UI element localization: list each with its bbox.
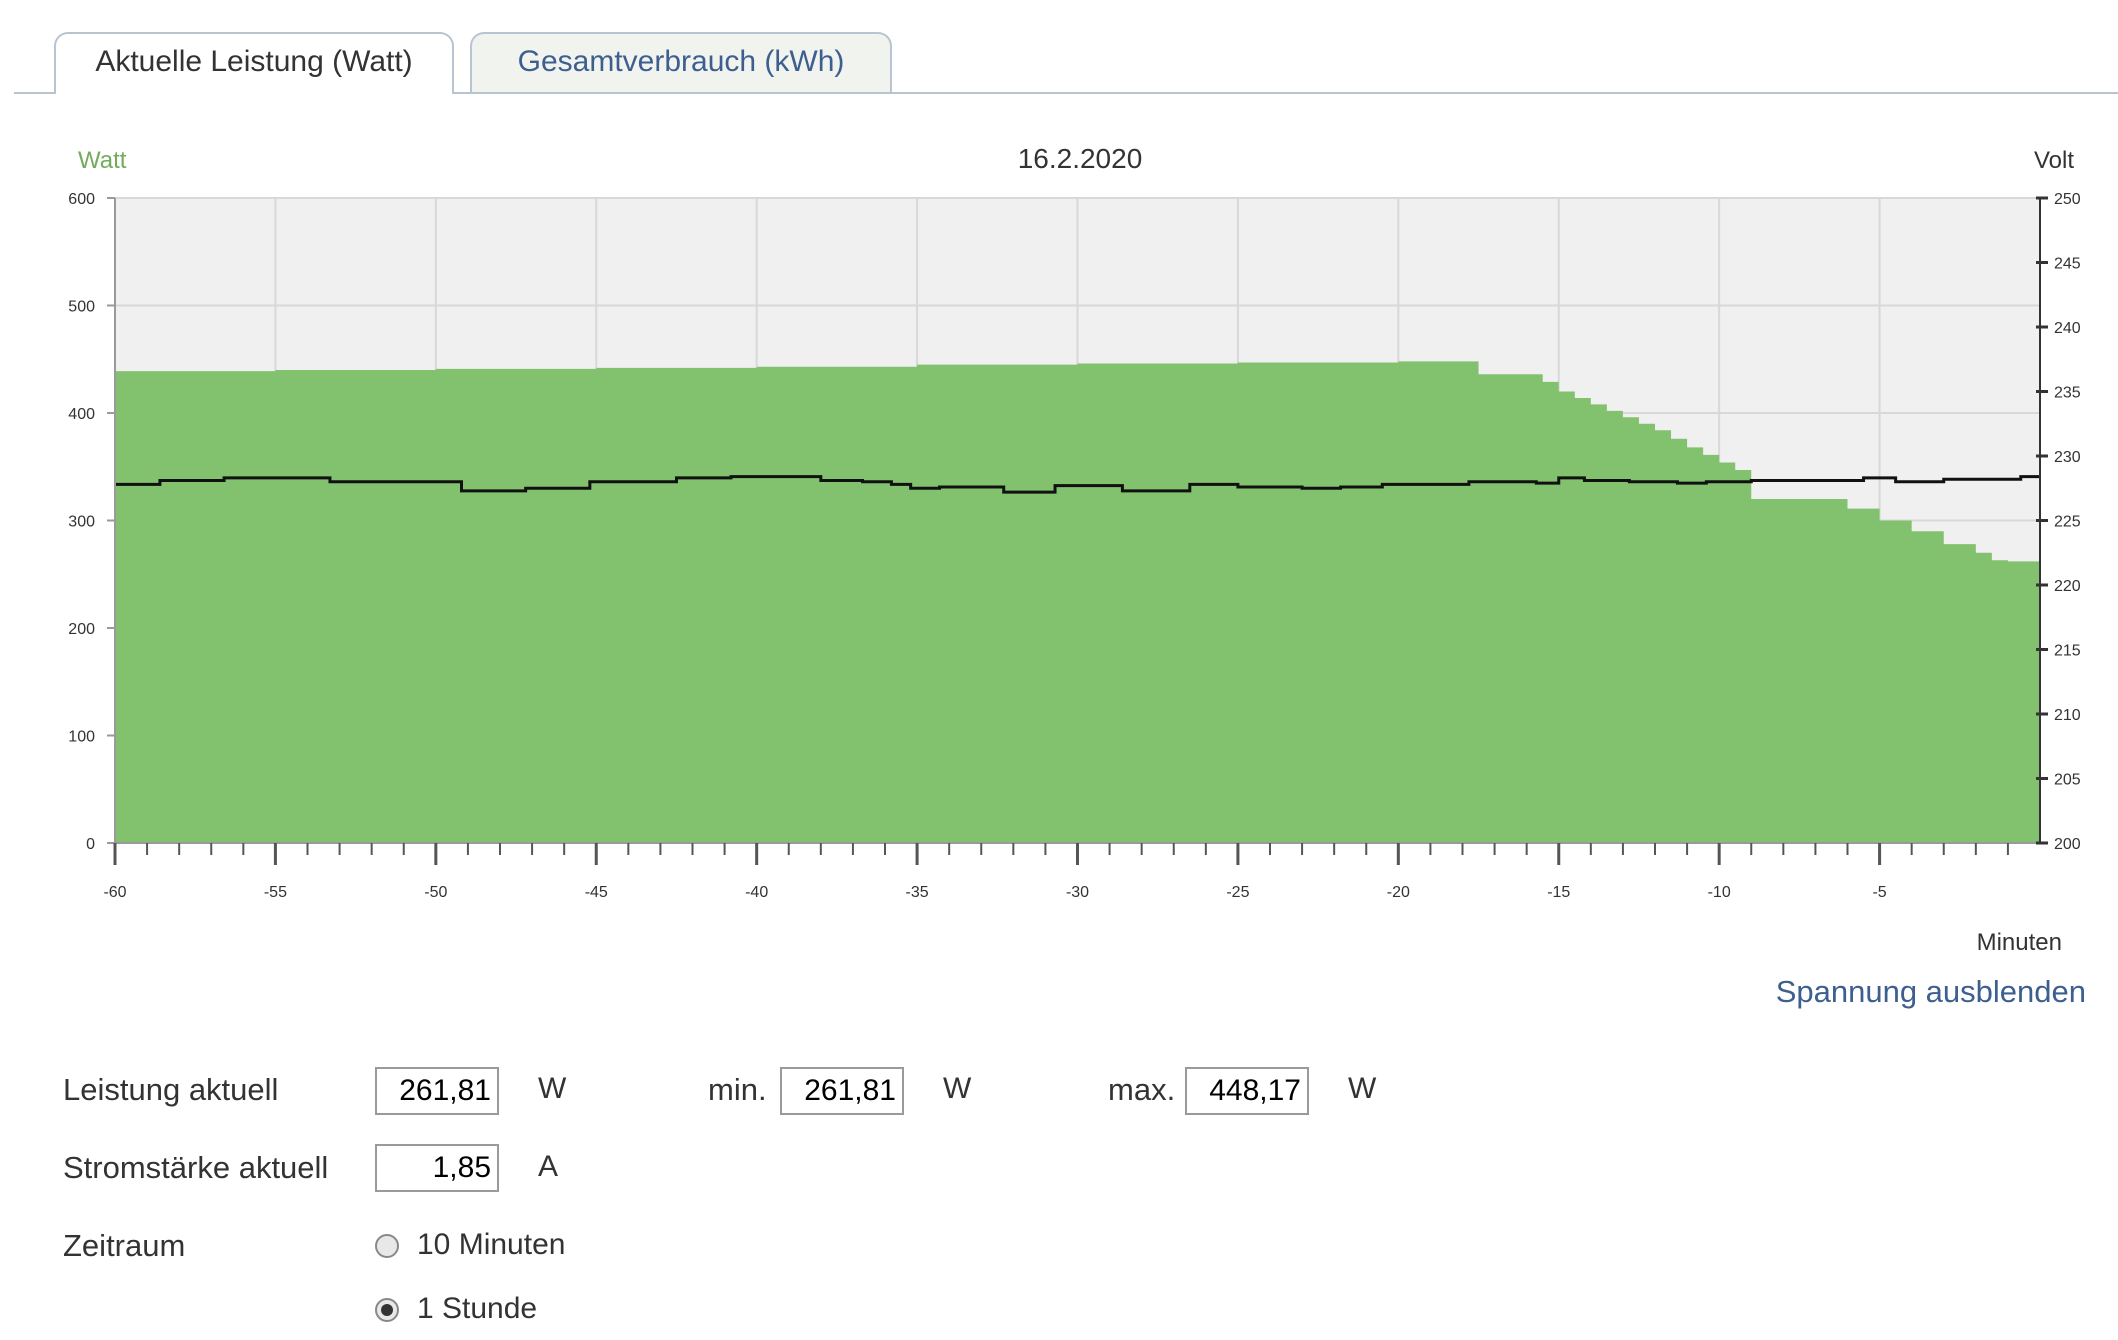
max-label: max. xyxy=(1108,1072,1176,1107)
min-label: min. xyxy=(708,1072,767,1107)
radio-10-minutes-label[interactable]: 10 Minuten xyxy=(417,1228,566,1261)
power-current-label: Leistung aktuell xyxy=(63,1072,279,1107)
min-power-unit: W xyxy=(943,1072,972,1105)
tab-total-consumption[interactable]: Gesamtverbrauch (kWh) xyxy=(470,32,892,92)
voltage-line-series xyxy=(115,475,2040,494)
current-amps-field[interactable] xyxy=(375,1144,499,1192)
y-tick-label-right: 225 xyxy=(2054,514,2081,531)
y-tick-label-right: 220 xyxy=(2054,578,2081,595)
x-tick-label: -45 xyxy=(585,884,608,901)
x-axis-label: Minuten xyxy=(1977,929,2062,956)
axes: 0 100 200 300 400 500 600 200 205 210 215 220 225 230… xyxy=(68,191,2081,901)
power-current-field[interactable] xyxy=(375,1067,499,1115)
radio-1-hour[interactable] xyxy=(375,1298,399,1322)
max-power-field[interactable] xyxy=(1185,1067,1309,1115)
x-tick-label: -10 xyxy=(1708,884,1731,901)
y-tick-label-right: 245 xyxy=(2054,256,2081,273)
y-tick-label-left: 0 xyxy=(86,836,95,853)
max-power-unit: W xyxy=(1348,1072,1377,1105)
power-chart: Watt 16.2.2020 Volt 0 100 200 300 400 500 600 2… xyxy=(68,143,2081,956)
y-tick-label-left: 200 xyxy=(68,621,95,638)
y-tick-label-left: 100 xyxy=(68,729,95,746)
y-axis-left-label: Watt xyxy=(78,147,127,174)
y-tick-label-left: 500 xyxy=(68,299,95,316)
min-power-field[interactable] xyxy=(780,1067,904,1115)
x-tick-label: -50 xyxy=(424,884,447,901)
y-tick-label-right: 210 xyxy=(2054,707,2081,724)
x-tick-label: -15 xyxy=(1547,884,1570,901)
y-tick-label-right: 200 xyxy=(2054,836,2081,853)
y-tick-label-right: 250 xyxy=(2054,191,2081,208)
period-label: Zeitraum xyxy=(63,1228,186,1263)
x-tick-label: -60 xyxy=(103,884,126,901)
x-tick-label: -20 xyxy=(1387,884,1410,901)
tab-current-power[interactable]: Aktuelle Leistung (Watt) xyxy=(54,32,454,94)
y-tick-label-right: 205 xyxy=(2054,772,2081,789)
x-tick-label: -25 xyxy=(1226,884,1249,901)
y-tick-label-left: 300 xyxy=(68,514,95,531)
y-tick-label-right: 230 xyxy=(2054,449,2081,466)
x-tick-label: -35 xyxy=(906,884,929,901)
y-tick-label-right: 235 xyxy=(2054,385,2081,402)
chart-title: 16.2.2020 xyxy=(1018,143,1143,174)
x-tick-label: -30 xyxy=(1066,884,1089,901)
y-axis-right-label: Volt xyxy=(2034,147,2074,174)
x-tick-label: -55 xyxy=(264,884,287,901)
tab-bar: Aktuelle Leistung (Watt) Gesamtverbrauch… xyxy=(14,0,2118,94)
x-tick-label: -40 xyxy=(745,884,768,901)
y-tick-label-left: 400 xyxy=(68,406,95,423)
radio-1-hour-label[interactable]: 1 Stunde xyxy=(417,1292,538,1325)
y-tick-label-left: 600 xyxy=(68,191,95,208)
hide-voltage-link[interactable]: Spannung ausblenden xyxy=(1775,974,2086,1009)
y-tick-label-right: 215 xyxy=(2054,643,2081,660)
power-current-unit: W xyxy=(538,1072,567,1105)
current-amps-label: Stromstärke aktuell xyxy=(63,1150,329,1185)
current-amps-unit: A xyxy=(538,1150,559,1183)
radio-10-minutes[interactable] xyxy=(375,1234,399,1258)
x-tick-label: -5 xyxy=(1872,884,1886,901)
y-tick-label-right: 240 xyxy=(2054,320,2081,337)
